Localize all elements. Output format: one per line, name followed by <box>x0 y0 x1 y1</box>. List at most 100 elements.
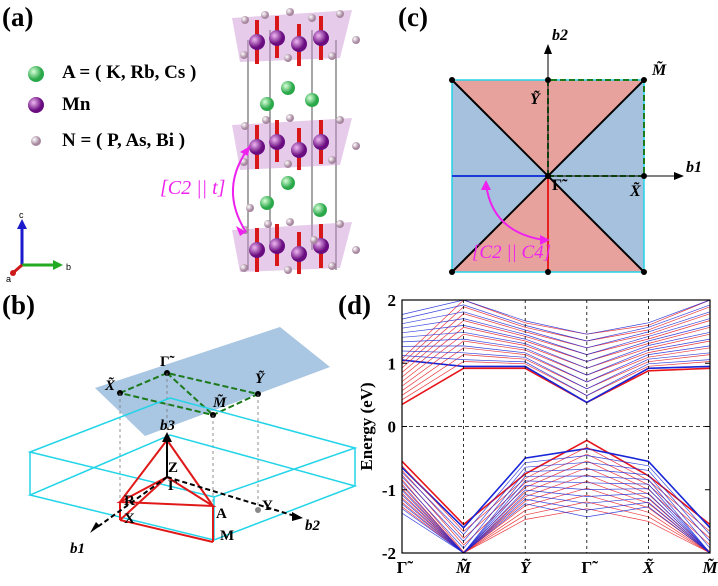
n-atoms <box>240 8 360 274</box>
band-subseries <box>401 494 711 554</box>
x-tick-label: Ỹ <box>520 558 532 577</box>
crystal-structure-figure: c a b <box>6 8 360 284</box>
band-subseries <box>401 313 711 369</box>
band-subseries <box>401 304 711 342</box>
band-subseries <box>401 361 711 401</box>
band-subseries <box>401 350 711 390</box>
x-tick-label: Γ̃ <box>397 558 414 577</box>
band-subseries <box>401 311 711 349</box>
label-m: M̃ <box>651 60 667 79</box>
legend-n-label: N = ( P, As, Bi ) <box>62 130 186 151</box>
y-tick-label: -2 <box>382 544 396 563</box>
label-m-surface: M̃ <box>212 393 227 411</box>
band-subseries <box>401 333 711 382</box>
mn-atoms <box>249 30 329 262</box>
axis-a-label: a <box>6 274 11 284</box>
band-subseries <box>401 338 711 376</box>
panel-d: (d) -2 -1 0 1 2 Γ̃ M̃ Ỹ Γ̃ X̃ M̃ Energy (eV) <box>338 290 718 586</box>
band-subseries <box>401 354 711 396</box>
legend-a-label: A = ( K, Rb, Cs ) <box>62 62 197 83</box>
band-subseries <box>401 355 711 396</box>
band-series-0 <box>401 367 711 406</box>
band-subseries <box>401 467 711 553</box>
crystal-axes: c a b <box>6 210 71 284</box>
label-b3: b3 <box>160 418 176 434</box>
legend-mn-sphere <box>28 97 44 113</box>
band-subseries <box>401 347 711 391</box>
a-atoms <box>260 81 327 217</box>
band-subseries <box>401 480 711 554</box>
label-m: M <box>220 528 234 544</box>
label-gamma-bulk: Γ <box>168 478 178 494</box>
x-tick-label: X̃ <box>642 558 655 577</box>
band-subseries <box>401 461 711 542</box>
band-subseries <box>401 325 711 362</box>
band-subseries <box>401 340 711 387</box>
legend-a-sphere <box>28 66 44 82</box>
band-subseries <box>401 485 711 554</box>
y-tick-label: 1 <box>388 354 397 373</box>
band-subseries <box>401 453 711 539</box>
band-subseries <box>401 475 711 554</box>
label-a: A <box>216 506 227 522</box>
c2-t-label: [C2 || t] <box>160 177 226 199</box>
label-x-surface: X̃ <box>104 376 116 394</box>
band-subseries <box>401 318 711 355</box>
band-subseries <box>401 468 711 549</box>
band-subseries <box>401 331 711 369</box>
band-subseries <box>401 498 711 554</box>
y-tick-label: 0 <box>388 418 397 437</box>
band-structure-chart: -2 -1 0 1 2 Γ̃ M̃ Ỹ Γ̃ X̃ M̃ Energy (eV) <box>360 291 718 577</box>
band-series-2 <box>401 439 711 526</box>
label-x: X <box>124 511 135 527</box>
legend-n-sphere <box>31 136 41 146</box>
label-b1: b1 <box>686 159 702 176</box>
band-subseries <box>401 455 711 536</box>
legend-mn-label: Mn <box>62 94 91 115</box>
c2-c4-label: [C2 || C4] <box>472 242 551 263</box>
label-y: Y <box>262 498 273 514</box>
bulk-kpath <box>116 439 217 543</box>
band-subseries <box>401 503 711 554</box>
band-series-1 <box>401 359 711 404</box>
band-subseries <box>401 489 711 554</box>
c2-t-arrow <box>232 145 251 233</box>
label-y-surface: Ỹ <box>255 369 266 387</box>
x-tick-label: Γ̃ <box>581 558 598 577</box>
label-b2: b2 <box>552 27 568 44</box>
panel-c: (c) M̃ Ỹ Γ̃ X̃ b2 <box>360 0 718 290</box>
band-subseries <box>401 326 711 378</box>
label-b2: b2 <box>305 518 321 534</box>
bulk-bz-box <box>27 397 358 541</box>
surface-bz-plane <box>95 327 330 436</box>
x-tick-label: M̃ <box>455 558 472 577</box>
y-tick-label: 2 <box>388 291 397 310</box>
axis-c-label: c <box>19 210 24 220</box>
band-subseries <box>401 299 711 360</box>
brillouin-zone-figure: Γ̃ X̃ Ỹ M̃ Z Γ R X Y A M b3 b1 b2 <box>27 327 358 557</box>
panel-d-label: (d) <box>338 290 371 320</box>
band-subseries <box>401 299 711 335</box>
band-series-3 <box>401 447 711 529</box>
band-subseries <box>401 460 711 546</box>
panel-c-label: (c) <box>398 2 428 32</box>
y-axis-label: Energy (eV) <box>360 382 376 470</box>
panel-b: (b) <box>0 290 360 586</box>
panel-a: (a) <box>0 0 360 290</box>
panel-b-label: (b) <box>2 290 35 320</box>
band-subseries <box>401 320 711 373</box>
band-subseries <box>401 306 711 364</box>
surface-bz-2d-figure: M̃ Ỹ Γ̃ X̃ b2 b1 [C2 || C4] <box>449 27 702 275</box>
band-subseries <box>401 345 711 383</box>
label-r: R <box>124 493 135 509</box>
y-tick-label: -1 <box>382 481 396 500</box>
label-b1: b1 <box>70 541 85 557</box>
axis-b-label: b <box>66 262 71 272</box>
mnn-layers <box>232 10 352 272</box>
label-x: X̃ <box>629 181 641 200</box>
x-tick-label: M̃ <box>701 558 718 577</box>
band-subseries <box>401 446 711 532</box>
panel-a-label: (a) <box>2 2 34 32</box>
label-y: Ỹ <box>530 89 541 108</box>
label-z: Z <box>168 460 178 476</box>
